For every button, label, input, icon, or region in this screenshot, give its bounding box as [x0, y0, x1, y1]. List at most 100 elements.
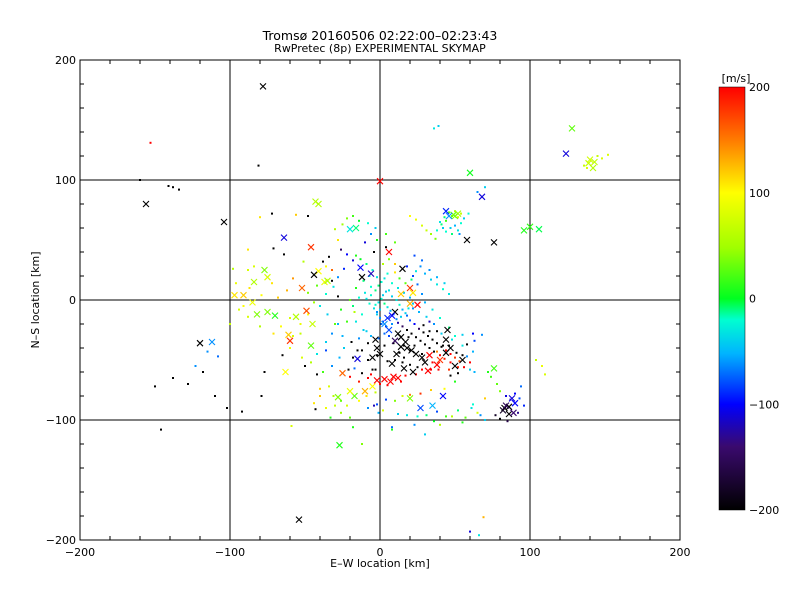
data-point-dot — [365, 395, 368, 397]
data-point-cross — [568, 125, 576, 132]
data-point-dot — [398, 277, 401, 280]
data-point-cross — [589, 164, 597, 172]
data-point-dot — [406, 414, 408, 417]
data-point-dot — [374, 391, 377, 394]
data-point-cross — [406, 395, 414, 402]
data-point-dot — [373, 404, 375, 407]
data-point-dot — [376, 239, 378, 241]
data-point-cross — [418, 354, 426, 361]
data-point-dot — [433, 127, 435, 130]
colorbar-label: [m/s] — [722, 72, 751, 85]
data-point-dot — [355, 287, 357, 289]
data-point-cross — [466, 169, 474, 177]
data-point-dot — [352, 356, 354, 359]
data-point-dot — [376, 354, 378, 357]
data-point-dot — [443, 357, 446, 360]
data-point-dot — [382, 263, 384, 265]
data-point-dot — [325, 293, 327, 295]
data-point-dot — [404, 312, 407, 315]
data-point-cross — [385, 248, 393, 256]
data-point-cross — [562, 150, 570, 157]
data-point-cross — [490, 239, 498, 246]
data-point-dot — [226, 407, 228, 409]
data-point-cross — [393, 350, 400, 358]
data-point-dot — [341, 335, 344, 337]
data-point-dot — [385, 233, 387, 235]
data-point-dot — [362, 329, 365, 331]
data-point-dot — [451, 233, 453, 235]
data-point-dot — [302, 260, 305, 263]
data-point-dot — [514, 392, 516, 395]
data-point-dot — [499, 390, 501, 393]
data-point-dot — [391, 426, 393, 429]
data-point-cross — [388, 312, 396, 319]
data-point-dot — [407, 307, 410, 310]
data-point-cross — [282, 368, 289, 376]
scatter-points — [139, 83, 609, 537]
data-point-dot — [377, 301, 380, 304]
colorbar-tick-labels: −200 −100 0 100 200 — [749, 81, 779, 517]
data-point-dot — [194, 365, 197, 367]
data-point-dot — [416, 415, 419, 418]
data-point-dot — [331, 269, 333, 271]
data-point-cross — [354, 355, 361, 363]
data-point-cross — [586, 156, 594, 163]
data-point-dot — [409, 319, 411, 322]
data-point-cross — [409, 368, 417, 376]
data-point-dot — [382, 294, 384, 297]
data-point-dot — [421, 368, 423, 371]
data-point-dot — [388, 335, 390, 337]
data-point-dot — [217, 355, 219, 358]
data-point-dot — [449, 361, 452, 364]
data-point-dot — [358, 399, 360, 402]
data-point-dot — [383, 344, 386, 347]
data-point-dot — [401, 308, 404, 311]
data-point-dot — [290, 425, 293, 427]
data-point-cross — [240, 291, 247, 299]
data-point-dot — [439, 354, 441, 357]
data-point-dot — [473, 371, 476, 373]
data-point-dot — [394, 263, 396, 265]
data-point-dot — [386, 306, 389, 309]
data-point-dot — [382, 320, 384, 323]
data-point-dot — [364, 241, 366, 244]
data-point-cross — [253, 311, 261, 318]
data-point-dot — [427, 335, 429, 337]
colorbar-tick-label: −100 — [749, 398, 779, 411]
data-point-dot — [371, 368, 374, 371]
data-point-dot — [272, 332, 275, 335]
data-point-cross — [403, 344, 411, 352]
data-point-dot — [478, 534, 480, 537]
y-tick-label: 0 — [69, 294, 76, 307]
data-point-dot — [385, 246, 387, 249]
data-point-dot — [374, 368, 377, 371]
data-point-dot — [325, 265, 327, 268]
data-point-cross — [264, 308, 271, 316]
data-point-dot — [319, 387, 321, 390]
data-point-dot — [385, 398, 387, 401]
data-point-dot — [443, 216, 446, 219]
data-point-dot — [436, 342, 438, 345]
data-point-dot — [431, 361, 434, 364]
data-point-cross — [307, 342, 315, 349]
data-point-cross — [208, 338, 216, 346]
data-point-dot — [463, 217, 465, 220]
data-point-cross — [346, 387, 354, 395]
data-point-dot — [349, 416, 351, 419]
data-point-dot — [394, 399, 396, 402]
data-point-dot — [386, 384, 389, 387]
data-point-dot — [419, 392, 422, 395]
data-point-dot — [401, 361, 404, 364]
data-point-dot — [346, 217, 348, 220]
data-point-dot — [350, 341, 353, 343]
data-point-cross — [526, 223, 534, 231]
data-point-dot — [280, 325, 282, 328]
data-point-dot — [374, 303, 377, 306]
data-point-dot — [431, 338, 434, 341]
data-point-dot — [419, 339, 422, 342]
data-point-dot — [337, 239, 339, 241]
data-point-dot — [380, 323, 383, 325]
data-point-dot — [398, 351, 401, 354]
data-point-dot — [403, 291, 405, 294]
data-point-dot — [352, 215, 354, 217]
